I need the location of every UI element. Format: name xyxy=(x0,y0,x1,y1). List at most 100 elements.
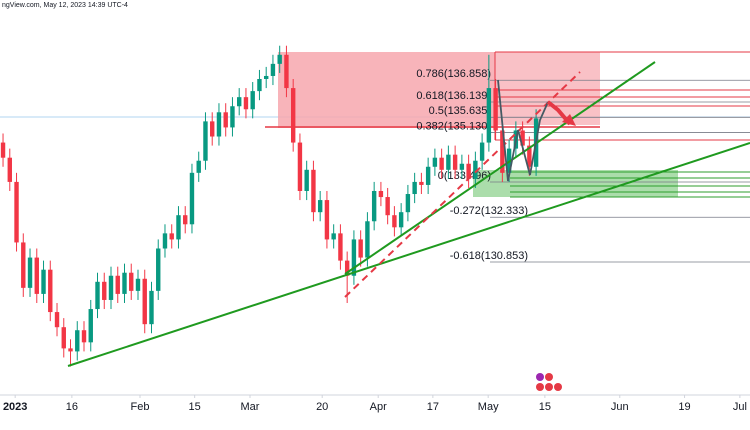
candle-body xyxy=(95,281,100,310)
candle-body xyxy=(371,190,377,222)
candle-body xyxy=(27,257,33,288)
fib-label: -0.272(132.333) xyxy=(450,205,528,217)
fib-label: 0.786(136.858) xyxy=(416,68,491,80)
candle-body xyxy=(358,239,363,258)
fib-label: 0.382(135.130) xyxy=(416,120,491,132)
candle-body xyxy=(61,327,66,349)
candle-body xyxy=(149,290,154,325)
candle-body xyxy=(0,142,6,158)
candle-body xyxy=(250,91,255,110)
candle-body xyxy=(500,130,505,173)
candle-body xyxy=(344,260,350,276)
candle-body xyxy=(290,88,296,143)
candle-body xyxy=(446,154,451,170)
candle-body xyxy=(257,79,262,92)
candle-body xyxy=(263,75,269,79)
fib-group: 0.786(136.858) 0.618(136.139) 0.5(135.635)… xyxy=(416,68,750,263)
candle-body xyxy=(108,275,114,300)
candle-body xyxy=(68,348,73,352)
candle-body xyxy=(156,248,161,291)
candle-body xyxy=(243,97,249,110)
candle-body xyxy=(196,160,201,173)
candle-body xyxy=(129,272,134,291)
candle-body xyxy=(459,163,465,170)
arrow-head xyxy=(562,114,576,126)
x-tick-label: 15 xyxy=(189,401,201,413)
candle-body xyxy=(493,88,498,131)
candle-body xyxy=(432,157,438,167)
x-tick-label: 19 xyxy=(678,401,690,413)
event-icons xyxy=(536,373,562,391)
candle-body xyxy=(142,278,147,325)
candle-body xyxy=(230,106,235,128)
wave-pattern xyxy=(497,79,549,182)
candle-body xyxy=(162,233,168,249)
x-tick-label: Jun xyxy=(611,401,629,413)
candle-body xyxy=(189,172,195,225)
x-tick-label: 17 xyxy=(427,401,439,413)
x-tick-label: 2023 xyxy=(3,401,27,413)
trendline xyxy=(67,142,750,367)
x-tick-label: Mar xyxy=(241,401,260,413)
green-lines xyxy=(510,171,750,198)
candle-body xyxy=(54,312,60,328)
x-tick-label: Apr xyxy=(370,401,387,413)
x-tick-label: Feb xyxy=(131,401,150,413)
candle-body xyxy=(277,54,282,64)
candle-body xyxy=(297,142,303,191)
candle-body xyxy=(338,233,343,261)
candle-body xyxy=(385,197,390,216)
candle-body xyxy=(439,157,444,170)
candle-body xyxy=(169,233,174,240)
candle-body xyxy=(425,166,431,185)
candle-body xyxy=(203,121,208,161)
candle-body xyxy=(183,215,188,225)
candle-body xyxy=(88,309,93,343)
candle-body xyxy=(473,160,478,179)
candle-body xyxy=(41,269,46,294)
candle-body xyxy=(405,194,411,213)
x-tick-label: May xyxy=(478,401,499,413)
candles xyxy=(0,45,539,367)
fib-label: 0.618(136.139) xyxy=(416,90,491,102)
candle-body xyxy=(311,169,316,213)
fib-label: 0(133.496) xyxy=(438,170,491,182)
dashed-trendline xyxy=(344,71,581,298)
candle-body xyxy=(412,181,417,195)
candle-body xyxy=(378,190,384,198)
candle-body xyxy=(392,215,397,228)
candle-body xyxy=(48,269,53,313)
candle-body xyxy=(284,54,289,89)
x-tick-label: Jul xyxy=(733,401,747,413)
supply-zone-box xyxy=(495,52,600,125)
candle-body xyxy=(115,275,120,294)
candle-body xyxy=(304,169,309,191)
candle-body xyxy=(419,181,424,185)
fib-label: -0.618(130.853) xyxy=(450,250,528,262)
candle-body xyxy=(210,121,215,137)
candle-body xyxy=(398,212,404,228)
candle-body xyxy=(479,142,485,161)
candle-body xyxy=(34,257,39,294)
candle-body xyxy=(520,130,525,146)
candle-body xyxy=(223,112,228,128)
candle-body xyxy=(452,154,458,170)
candle-body xyxy=(527,145,532,167)
x-tick-label: 16 xyxy=(66,401,78,413)
candle-body xyxy=(81,330,87,343)
candle-body xyxy=(135,278,141,291)
candle-body xyxy=(466,163,471,179)
candle-body xyxy=(14,181,19,243)
candle-body xyxy=(176,215,181,240)
candle-body xyxy=(351,239,357,276)
candle-body xyxy=(216,112,222,137)
candle-body xyxy=(75,330,80,352)
demand-zone xyxy=(473,170,678,197)
trendline xyxy=(344,61,656,275)
x-tick-label: 15 xyxy=(539,401,551,413)
candle-body xyxy=(122,272,127,294)
candle-body xyxy=(270,63,276,76)
candle-body xyxy=(365,221,370,258)
